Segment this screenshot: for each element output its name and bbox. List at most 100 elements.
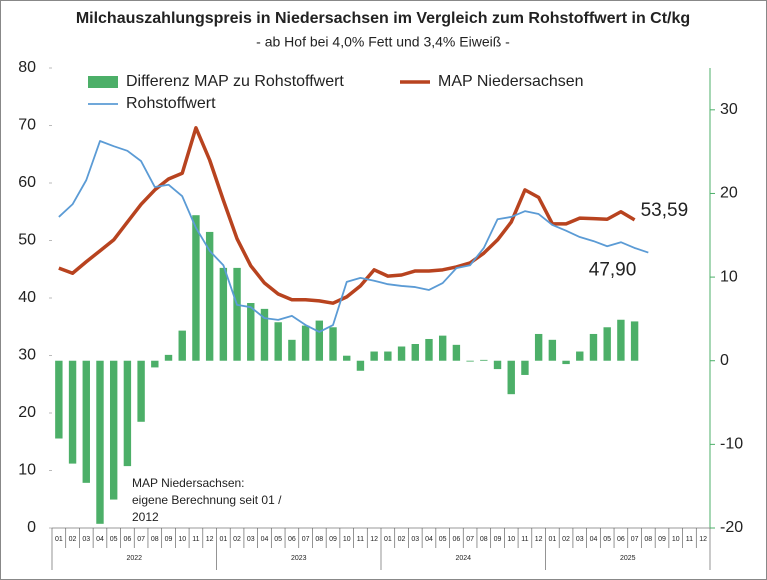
x-tick-label: 12 [535, 536, 543, 543]
x-tick-label: 04 [261, 536, 269, 543]
y2-tick-label: -10 [720, 436, 743, 453]
x-tick-label: 11 [357, 536, 364, 543]
y-tick-label: 70 [18, 117, 36, 134]
x-tick-label: 09 [494, 536, 502, 543]
x-tick-label: 05 [603, 536, 611, 543]
legend-label: Rohstoffwert [126, 95, 216, 112]
bar [192, 215, 200, 361]
value-label: 47,90 [589, 260, 637, 281]
bar [507, 360, 515, 395]
x-tick-label: 12 [206, 536, 214, 543]
bar [233, 267, 241, 361]
bar [521, 360, 529, 375]
y2-tick-label: 0 [720, 352, 729, 369]
x-tick-label: 03 [247, 536, 255, 543]
bar [562, 360, 570, 365]
x-tick-label: 10 [507, 536, 515, 543]
bar [164, 354, 173, 361]
x-group-label: 2025 [620, 555, 636, 562]
bar [205, 231, 214, 361]
x-tick-label: 02 [233, 536, 241, 543]
bar [548, 339, 557, 361]
x-tick-label: 06 [288, 536, 296, 543]
x-tick-label: 01 [384, 536, 392, 543]
bar [452, 344, 461, 361]
bar [397, 346, 406, 361]
legend-swatch [88, 76, 118, 88]
x-tick-label: 08 [644, 536, 652, 543]
x-tick-label: 05 [274, 536, 282, 543]
bar [534, 333, 543, 361]
x-tick-label: 07 [137, 536, 145, 543]
bar [288, 339, 296, 361]
bar [329, 327, 337, 361]
bar [493, 360, 502, 370]
bar [274, 322, 282, 361]
legend-label: MAP Niedersachsen [438, 73, 584, 90]
x-tick-label: 03 [411, 536, 419, 543]
x-tick-label: 06 [452, 536, 460, 543]
y2-tick-label: 10 [720, 268, 738, 285]
x-group-label: 2023 [291, 555, 307, 562]
bar [356, 360, 365, 371]
bar [96, 360, 104, 524]
bar [55, 360, 63, 439]
chart-subtitle: - ab Hof bei 4,0% Fett und 3,4% Eiweiß - [256, 34, 510, 50]
y-tick-label: 20 [18, 404, 36, 421]
x-tick-label: 08 [315, 536, 323, 543]
x-tick-label: 01 [548, 536, 556, 543]
x-tick-label: 04 [425, 536, 433, 543]
bar [137, 360, 145, 422]
x-tick-label: 10 [178, 536, 186, 543]
y-tick-label: 30 [18, 347, 36, 364]
bar [82, 360, 90, 483]
annotation: MAP Niedersachsen: [132, 476, 245, 490]
y-tick-label: 40 [18, 289, 36, 306]
bar [411, 344, 419, 361]
x-tick-label: 02 [398, 536, 406, 543]
bar [301, 325, 310, 361]
x-tick-label: 02 [69, 536, 77, 543]
x-tick-label: 06 [123, 536, 131, 543]
x-tick-label: 12 [699, 536, 707, 543]
bar [315, 320, 324, 361]
x-tick-label: 04 [590, 536, 598, 543]
x-tick-label: 04 [96, 536, 104, 543]
x-tick-label: 03 [82, 536, 90, 543]
x-tick-label: 03 [576, 536, 584, 543]
bar [466, 360, 474, 362]
chart-title: Milchauszahlungspreis in Niedersachsen i… [76, 10, 690, 27]
y-tick-label: 50 [18, 232, 36, 249]
x-tick-label: 01 [219, 536, 227, 543]
bar [68, 360, 77, 464]
annotation: eigene Berechnung seit 01 / [132, 493, 282, 507]
x-tick-label: 12 [370, 536, 378, 543]
x-tick-label: 09 [165, 536, 173, 543]
value-label: 53,59 [641, 200, 689, 221]
x-tick-label: 07 [302, 536, 310, 543]
x-tick-label: 05 [110, 536, 118, 543]
x-tick-label: 08 [151, 536, 159, 543]
y-tick-label: 0 [27, 519, 36, 536]
bar [123, 360, 132, 467]
bar [438, 335, 447, 361]
x-group-label: 2022 [126, 555, 142, 562]
x-tick-label: 01 [55, 536, 63, 543]
bar [370, 351, 378, 361]
bar [178, 330, 186, 361]
x-tick-label: 11 [521, 536, 528, 543]
bar [630, 321, 639, 361]
x-tick-label: 10 [343, 536, 351, 543]
bar [603, 327, 611, 361]
bar [589, 333, 598, 361]
line [58, 140, 649, 333]
annotation: 2012 [132, 510, 159, 524]
y-tick-label: 80 [18, 59, 36, 76]
y2-tick-label: 20 [720, 185, 738, 202]
bar [260, 308, 269, 361]
x-tick-label: 11 [192, 536, 199, 543]
y-tick-label: 10 [18, 462, 36, 479]
legend-label: Differenz MAP zu Rohstoffwert [126, 73, 344, 90]
